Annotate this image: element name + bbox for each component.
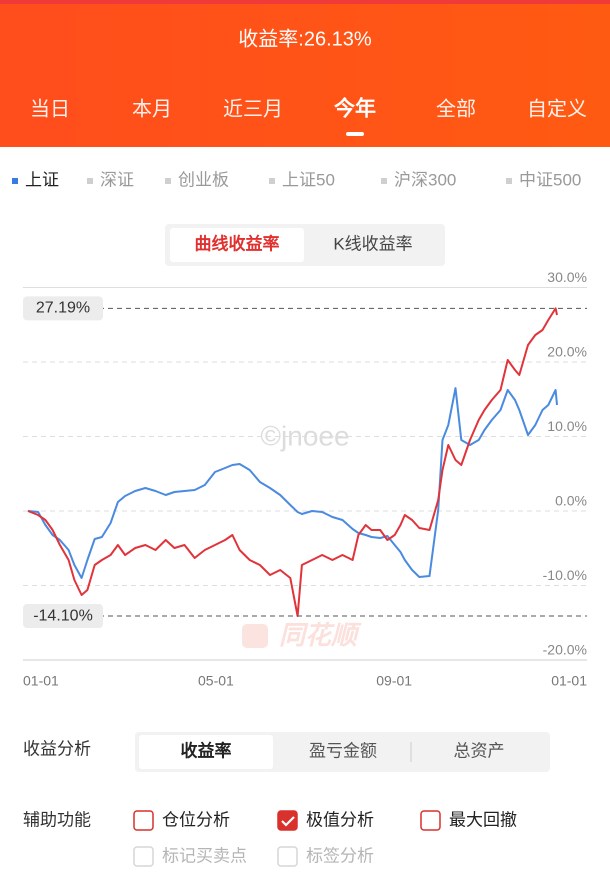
period-tab[interactable]: 本月 [132, 97, 172, 120]
index-bullet [165, 178, 171, 184]
extreme-label-bg [23, 604, 103, 629]
mode-option[interactable]: K线收益率 [333, 234, 412, 253]
aux-option: 标签分析 [306, 846, 374, 865]
analysis-seg-active [139, 735, 273, 769]
checkbox[interactable] [133, 810, 154, 831]
analysis-option[interactable]: 总资产 [454, 741, 505, 760]
index-bullet [506, 178, 512, 184]
index-bullet [87, 178, 93, 184]
checkbox [133, 846, 154, 867]
aux-option: 标记买卖点 [162, 846, 247, 865]
period-tab[interactable]: 近三月 [223, 97, 283, 120]
mode-toggle-active [170, 228, 304, 262]
active-tab-indicator [346, 132, 364, 136]
extreme-label: -14.10% [33, 607, 93, 624]
series-line [27, 387, 558, 579]
aux-option[interactable]: 极值分析 [306, 810, 374, 829]
period-tab[interactable]: 全部 [436, 97, 476, 120]
aux-option[interactable]: 最大回撤 [449, 810, 517, 829]
index-tab[interactable]: 上证50 [282, 170, 335, 189]
extreme-label: 27.19% [36, 300, 90, 317]
checkbox [277, 846, 298, 867]
x-tick-label: 05-01 [198, 673, 234, 689]
y-tick-label: 10.0% [547, 418, 587, 434]
x-tick-label: 01-01 [551, 673, 587, 689]
index-tab[interactable]: 创业板 [178, 170, 229, 189]
watermark: ©jnoee [260, 420, 349, 451]
index-tab[interactable]: 沪深300 [394, 170, 456, 189]
aux-label: 辅助功能 [23, 810, 91, 829]
x-tick-label: 01-01 [23, 673, 59, 689]
checkmark [281, 816, 295, 827]
extreme-label-bg [23, 296, 103, 321]
y-tick-label: 0.0% [555, 493, 587, 509]
watermark: 同花顺 [279, 620, 362, 650]
y-tick-label: 20.0% [547, 344, 587, 360]
series-line [27, 307, 558, 617]
index-tab[interactable]: 深证 [100, 170, 134, 189]
index-bullet [12, 178, 18, 184]
analysis-option[interactable]: 收益率 [181, 740, 232, 760]
header-title: 收益率:26.13% [238, 27, 372, 50]
analysis-label: 收益分析 [23, 739, 91, 758]
header-bg [0, 0, 610, 147]
checkbox[interactable] [420, 810, 441, 831]
period-tab[interactable]: 当日 [30, 97, 70, 120]
y-tick-label: 30.0% [547, 269, 587, 285]
watermark-logo [242, 624, 268, 648]
y-tick-label: -20.0% [543, 642, 587, 658]
period-tab[interactable]: 自定义 [527, 97, 587, 120]
y-tick-label: -10.0% [543, 567, 587, 583]
period-tab[interactable]: 今年 [334, 97, 376, 121]
x-tick-label: 09-01 [376, 673, 412, 689]
index-tab[interactable]: 上证 [25, 170, 59, 189]
index-bullet [381, 178, 387, 184]
aux-option[interactable]: 仓位分析 [162, 810, 230, 829]
analysis-option[interactable]: 盈亏金额 [309, 741, 377, 760]
status-strip [0, 0, 610, 4]
index-tab[interactable]: 中证500 [519, 170, 581, 189]
checkbox[interactable] [277, 810, 298, 831]
mode-option[interactable]: 曲线收益率 [195, 233, 280, 253]
index-bullet [269, 178, 275, 184]
